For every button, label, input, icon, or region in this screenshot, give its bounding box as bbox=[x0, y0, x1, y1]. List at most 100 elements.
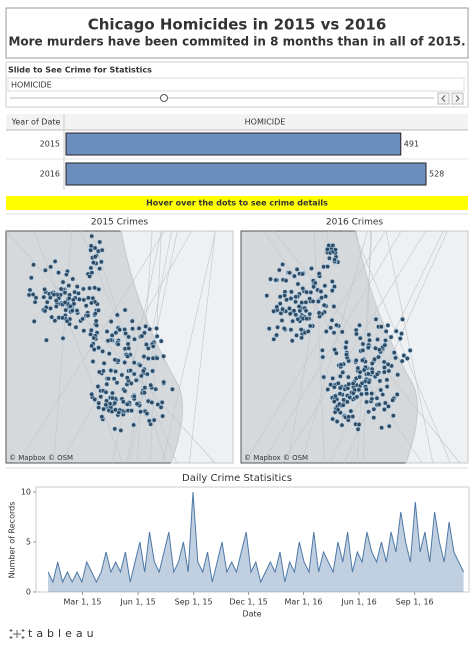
map-road bbox=[313, 230, 325, 464]
bar-header bbox=[6, 114, 468, 130]
crime-dot bbox=[122, 388, 128, 394]
crime-dot bbox=[112, 426, 118, 432]
crime-dot bbox=[304, 316, 310, 322]
crime-dot bbox=[315, 298, 321, 305]
crime-dot bbox=[104, 328, 110, 335]
crime-dot bbox=[312, 280, 318, 286]
crime-dot bbox=[332, 393, 338, 399]
subtitle: More murders have been commited in 8 mon… bbox=[8, 35, 465, 49]
crime-dot bbox=[287, 270, 293, 276]
crime-dot bbox=[153, 386, 159, 392]
title-box bbox=[5, 7, 469, 59]
crime-dot bbox=[150, 343, 156, 349]
filter-value-box[interactable] bbox=[7, 77, 465, 92]
crime-dot bbox=[359, 357, 365, 363]
crime-dot bbox=[346, 414, 352, 420]
crime-dot bbox=[30, 291, 36, 298]
crime-dot bbox=[80, 286, 86, 292]
crime-dot bbox=[96, 286, 102, 292]
logo: tableau bbox=[28, 627, 98, 640]
crime-dot bbox=[298, 326, 304, 333]
crime-dot bbox=[99, 414, 105, 420]
crime-dot bbox=[357, 335, 363, 341]
crime-dot bbox=[126, 334, 132, 340]
crime-dot bbox=[329, 278, 335, 285]
crime-dot bbox=[89, 391, 95, 397]
crime-dot bbox=[117, 327, 123, 333]
crime-dot bbox=[326, 255, 332, 261]
crime-dot bbox=[105, 338, 111, 344]
crime-dot bbox=[49, 314, 55, 320]
crime-dot bbox=[266, 326, 272, 332]
crime-dot bbox=[378, 387, 384, 393]
crime-dot bbox=[87, 273, 93, 279]
crime-dot bbox=[141, 330, 148, 336]
crime-dot bbox=[28, 275, 34, 281]
map-road bbox=[5, 230, 216, 464]
crime-dot bbox=[154, 325, 160, 331]
crime-dot bbox=[365, 371, 371, 377]
crime-dot bbox=[328, 382, 334, 388]
y-tick-label: 0 bbox=[26, 588, 31, 597]
crime-dot bbox=[104, 381, 110, 387]
crime-dot bbox=[96, 345, 102, 351]
crime-dot bbox=[332, 247, 339, 253]
crime-dot bbox=[304, 289, 310, 295]
crime-dot bbox=[288, 289, 294, 295]
crime-dot bbox=[42, 267, 48, 273]
crime-dot bbox=[308, 265, 315, 272]
x-tick-label: Mar 1, 15 bbox=[64, 598, 102, 607]
crime-dot bbox=[63, 272, 70, 278]
crime-dot bbox=[354, 394, 360, 400]
crime-dot bbox=[369, 391, 375, 397]
banner: Hover over the dots to see crime details bbox=[146, 199, 328, 208]
crime-dot bbox=[384, 377, 390, 383]
crime-dot bbox=[393, 328, 399, 334]
next-button[interactable] bbox=[451, 92, 464, 105]
crime-dot bbox=[335, 380, 341, 386]
crime-dot bbox=[277, 301, 283, 307]
crime-dot bbox=[89, 270, 95, 276]
map-road bbox=[282, 230, 426, 464]
crime-dot bbox=[53, 298, 59, 304]
crime-dot bbox=[63, 307, 69, 313]
crime-dot bbox=[44, 299, 50, 305]
crime-dot bbox=[125, 341, 131, 347]
crime-dot bbox=[346, 381, 352, 387]
crime-dot bbox=[30, 262, 37, 268]
crime-dot bbox=[378, 324, 384, 330]
crime-dot bbox=[118, 427, 124, 433]
crime-dot bbox=[324, 246, 330, 252]
crime-dot bbox=[331, 330, 337, 336]
slider-knob[interactable] bbox=[160, 94, 168, 102]
prev-button[interactable] bbox=[437, 92, 450, 105]
crime-dot bbox=[271, 308, 277, 314]
crime-dot bbox=[308, 289, 314, 295]
crime-dot bbox=[280, 261, 286, 267]
crime-dot bbox=[89, 343, 95, 349]
value-label: 528 bbox=[429, 170, 444, 179]
crime-dot bbox=[144, 371, 150, 377]
crime-dot bbox=[394, 391, 400, 398]
crime-dot bbox=[343, 339, 349, 345]
crime-dot bbox=[373, 316, 379, 322]
crime-dot bbox=[94, 322, 100, 328]
crime-dot bbox=[151, 417, 157, 423]
crime-dot bbox=[371, 406, 377, 412]
crime-dot bbox=[126, 345, 132, 351]
crime-dot bbox=[124, 401, 130, 407]
crime-dot bbox=[350, 381, 356, 387]
crime-dot bbox=[364, 391, 370, 397]
crime-dot bbox=[101, 360, 107, 366]
column-header: Year of Date bbox=[11, 118, 61, 127]
x-tick-label: Sep 1, 15 bbox=[175, 598, 213, 607]
crime-dot bbox=[75, 290, 81, 296]
crime-dot bbox=[321, 374, 327, 380]
crime-dot bbox=[377, 378, 383, 384]
crime-dot bbox=[92, 396, 98, 403]
crime-dot bbox=[331, 384, 337, 390]
crime-dot bbox=[329, 288, 335, 294]
crime-dot bbox=[128, 380, 134, 386]
crime-dot bbox=[286, 305, 292, 311]
crime-dot bbox=[300, 285, 306, 291]
